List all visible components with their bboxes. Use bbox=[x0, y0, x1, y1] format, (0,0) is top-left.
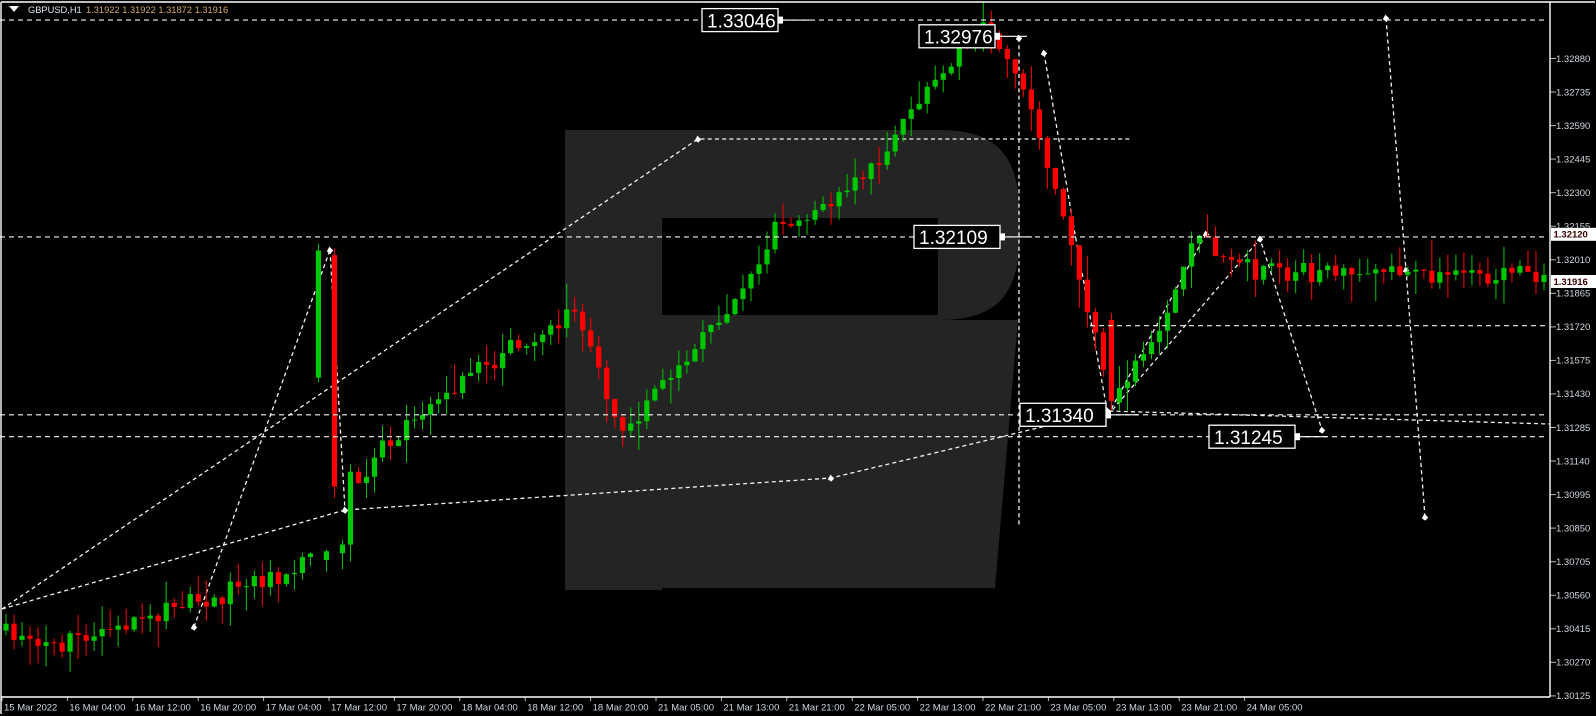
svg-text:16 Mar 20:00: 16 Mar 20:00 bbox=[200, 703, 256, 714]
svg-text:16 Mar 04:00: 16 Mar 04:00 bbox=[69, 703, 125, 714]
svg-text:1.30560: 1.30560 bbox=[1556, 591, 1590, 602]
svg-text:23 Mar 21:00: 23 Mar 21:00 bbox=[1181, 703, 1237, 714]
svg-text:1.31285: 1.31285 bbox=[1556, 423, 1590, 434]
svg-text:21 Mar 21:00: 21 Mar 21:00 bbox=[789, 703, 845, 714]
svg-text:23 Mar 05:00: 23 Mar 05:00 bbox=[1050, 703, 1106, 714]
svg-text:17 Mar 20:00: 17 Mar 20:00 bbox=[396, 703, 452, 714]
svg-text:18 Mar 20:00: 18 Mar 20:00 bbox=[593, 703, 649, 714]
svg-text:1.32120: 1.32120 bbox=[1554, 230, 1588, 241]
svg-text:1.31720: 1.31720 bbox=[1556, 322, 1590, 333]
svg-text:1.31245: 1.31245 bbox=[1214, 428, 1283, 449]
svg-text:16 Mar 12:00: 16 Mar 12:00 bbox=[135, 703, 191, 714]
svg-text:22 Mar 21:00: 22 Mar 21:00 bbox=[985, 703, 1041, 714]
svg-text:15 Mar 2022: 15 Mar 2022 bbox=[4, 703, 57, 714]
svg-text:1.32010: 1.32010 bbox=[1556, 255, 1590, 266]
svg-text:1.31922 1.31922 1.31872 1.3191: 1.31922 1.31922 1.31872 1.31916 bbox=[86, 5, 228, 15]
svg-text:1.31865: 1.31865 bbox=[1556, 289, 1590, 300]
svg-text:1.31430: 1.31430 bbox=[1556, 389, 1590, 400]
svg-text:1.32109: 1.32109 bbox=[919, 228, 988, 249]
svg-text:GBPUSD,H1: GBPUSD,H1 bbox=[28, 5, 82, 15]
svg-text:18 Mar 04:00: 18 Mar 04:00 bbox=[462, 703, 518, 714]
svg-text:1.30125: 1.30125 bbox=[1556, 691, 1590, 702]
svg-text:1.30415: 1.30415 bbox=[1556, 624, 1590, 635]
svg-text:18 Mar 12:00: 18 Mar 12:00 bbox=[527, 703, 583, 714]
svg-text:1.31140: 1.31140 bbox=[1556, 456, 1590, 467]
svg-text:24 Mar 05:00: 24 Mar 05:00 bbox=[1247, 703, 1303, 714]
svg-text:1.32976: 1.32976 bbox=[924, 28, 993, 49]
svg-text:1.33046: 1.33046 bbox=[707, 11, 776, 32]
svg-text:21 Mar 13:00: 21 Mar 13:00 bbox=[723, 703, 779, 714]
svg-text:1.32590: 1.32590 bbox=[1556, 121, 1590, 132]
svg-text:22 Mar 13:00: 22 Mar 13:00 bbox=[920, 703, 976, 714]
svg-text:1.31575: 1.31575 bbox=[1556, 356, 1590, 367]
svg-text:1.30705: 1.30705 bbox=[1556, 557, 1590, 568]
svg-text:1.30850: 1.30850 bbox=[1556, 523, 1590, 534]
svg-text:1.31916: 1.31916 bbox=[1554, 277, 1588, 288]
svg-text:1.32880: 1.32880 bbox=[1556, 54, 1590, 65]
svg-text:22 Mar 05:00: 22 Mar 05:00 bbox=[854, 703, 910, 714]
svg-text:1.32735: 1.32735 bbox=[1556, 87, 1590, 98]
svg-text:1.32300: 1.32300 bbox=[1556, 188, 1590, 199]
svg-text:21 Mar 05:00: 21 Mar 05:00 bbox=[658, 703, 714, 714]
svg-text:23 Mar 13:00: 23 Mar 13:00 bbox=[1116, 703, 1172, 714]
svg-text:17 Mar 04:00: 17 Mar 04:00 bbox=[266, 703, 322, 714]
svg-text:1.30995: 1.30995 bbox=[1556, 490, 1590, 501]
svg-text:1.31340: 1.31340 bbox=[1025, 406, 1094, 427]
svg-text:1.32445: 1.32445 bbox=[1556, 154, 1590, 165]
svg-text:1.30270: 1.30270 bbox=[1556, 658, 1590, 669]
svg-text:17 Mar 12:00: 17 Mar 12:00 bbox=[331, 703, 387, 714]
